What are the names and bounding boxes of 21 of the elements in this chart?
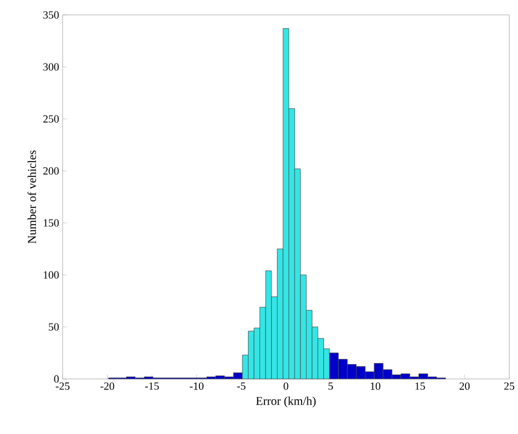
y-tick-label: 50 xyxy=(48,323,59,331)
x-tick-label: 15 xyxy=(415,382,425,390)
x-tick-label: 10 xyxy=(370,382,380,390)
x-tick-label: -10 xyxy=(190,382,204,390)
y-tick-label: 300 xyxy=(43,63,59,71)
x-tick-label: 5 xyxy=(328,382,333,390)
x-axis-title: Error (km/h) xyxy=(256,396,316,408)
x-tick-label: 0 xyxy=(284,382,288,390)
x-tick-label: -15 xyxy=(145,382,159,390)
x-tick-label: -5 xyxy=(237,382,246,390)
x-tick-label: -25 xyxy=(56,382,70,390)
x-tick-label: 25 xyxy=(504,382,514,390)
x-tick-label: -20 xyxy=(100,382,114,390)
y-tick-label: 100 xyxy=(44,271,59,279)
y-tick-label: 150 xyxy=(44,219,59,227)
y-tick-label: 350 xyxy=(43,11,59,19)
x-tick-label: 20 xyxy=(460,382,470,390)
y-tick-label: 250 xyxy=(43,115,59,123)
y-tick-label: 0 xyxy=(54,375,59,383)
y-axis-title: Number of vehicles xyxy=(28,150,36,244)
y-tick-label: 200 xyxy=(43,167,59,175)
